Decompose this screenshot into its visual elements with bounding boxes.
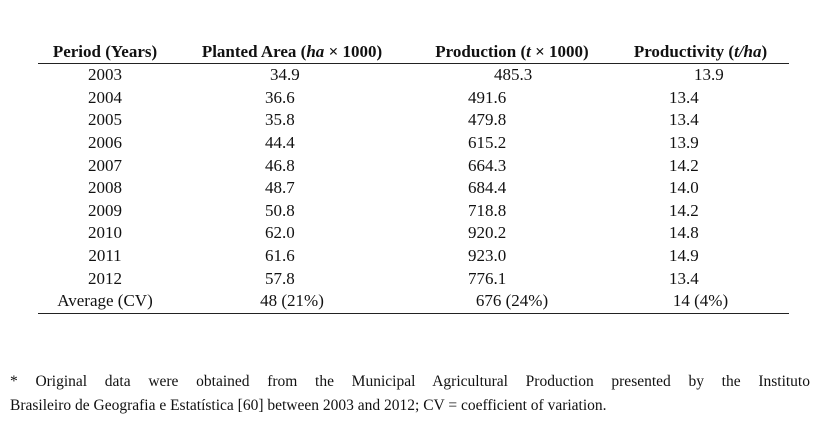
cell-year: 2005 bbox=[88, 110, 122, 130]
header-productivity-close: ) bbox=[761, 42, 768, 61]
cell-productivity: 14.9 bbox=[669, 246, 699, 266]
cell-area: 50.8 bbox=[265, 200, 295, 220]
header-productivity-slash: / bbox=[738, 42, 744, 61]
header-planted-area-scale: × 1000) bbox=[324, 42, 383, 61]
average-production: 676 (24%) bbox=[412, 289, 612, 314]
average-area: 48 (21%) bbox=[172, 289, 412, 314]
cell-year: 2003 bbox=[88, 65, 122, 85]
header-period: Period (Years) bbox=[38, 41, 172, 64]
production-table: Period (Years) Planted Area (ha × 1000) … bbox=[38, 41, 789, 314]
cell-area: 57.8 bbox=[265, 268, 295, 288]
table-header: Period (Years) Planted Area (ha × 1000) … bbox=[38, 41, 789, 64]
header-productivity-unit-t: t bbox=[734, 42, 739, 61]
cell-productivity: 13.9 bbox=[694, 65, 724, 85]
header-productivity: Productivity (t/ha) bbox=[612, 41, 789, 64]
header-production: Production (t × 1000) bbox=[412, 41, 612, 64]
table-row: 2006 44.4 615.2 13.9 bbox=[38, 132, 789, 155]
cell-area: 61.6 bbox=[265, 246, 295, 266]
cell-production: 684.4 bbox=[468, 178, 507, 198]
cell-area: 44.4 bbox=[265, 133, 295, 153]
cell-productivity: 13.4 bbox=[669, 87, 699, 107]
table-row: 2004 36.6 491.6 13.4 bbox=[38, 87, 789, 110]
cell-productivity: 14.8 bbox=[669, 223, 699, 243]
cell-production: 776.1 bbox=[468, 268, 507, 288]
header-production-text: Production ( bbox=[435, 42, 527, 61]
cell-production: 615.2 bbox=[468, 133, 507, 153]
cell-production: 664.3 bbox=[468, 155, 507, 175]
cell-area: 46.8 bbox=[265, 155, 295, 175]
cell-production: 718.8 bbox=[468, 200, 507, 220]
cell-year: 2012 bbox=[88, 268, 122, 288]
cell-area: 35.8 bbox=[265, 110, 295, 130]
cell-year: 2011 bbox=[88, 246, 122, 266]
cell-area: 48.7 bbox=[265, 178, 295, 198]
table-row: 2009 50.8 718.8 14.2 bbox=[38, 200, 789, 223]
average-productivity: 14 (4%) bbox=[612, 289, 789, 314]
cell-production: 491.6 bbox=[468, 87, 507, 107]
footnote-line-1: * Original data were obtained from the M… bbox=[10, 373, 810, 390]
cell-productivity: 14.2 bbox=[669, 155, 699, 175]
header-production-scale: × 1000) bbox=[530, 42, 589, 61]
cell-productivity: 14.0 bbox=[669, 178, 699, 198]
cell-year: 2007 bbox=[88, 155, 122, 175]
cell-year: 2004 bbox=[88, 87, 122, 107]
cell-area: 62.0 bbox=[265, 223, 295, 243]
header-planted-area-text: Planted Area ( bbox=[201, 42, 307, 61]
table-row: 2010 62.0 920.2 14.8 bbox=[38, 222, 789, 245]
cell-area: 36.6 bbox=[265, 87, 295, 107]
cell-year: 2009 bbox=[88, 200, 122, 220]
header-planted-area: Planted Area (ha × 1000) bbox=[172, 41, 412, 64]
cell-production: 479.8 bbox=[468, 110, 507, 130]
cell-year: 2008 bbox=[88, 178, 122, 198]
cell-productivity: 13.9 bbox=[669, 133, 699, 153]
table-row: 2005 35.8 479.8 13.4 bbox=[38, 109, 789, 132]
cell-production: 920.2 bbox=[468, 223, 507, 243]
cell-year: 2006 bbox=[88, 133, 122, 153]
footnote-line-2: Brasileiro de Geografia e Estatística [6… bbox=[10, 397, 607, 414]
header-productivity-unit-ha: ha bbox=[743, 42, 762, 61]
header-row: Period (Years) Planted Area (ha × 1000) … bbox=[38, 41, 789, 64]
table-body: 2003 34.9 485.3 13.9 2004 36.6 491.6 13.… bbox=[38, 64, 789, 314]
cell-production: 485.3 bbox=[494, 65, 533, 85]
table-row: 2012 57.8 776.1 13.4 bbox=[38, 267, 789, 290]
table-row: 2003 34.9 485.3 13.9 bbox=[38, 64, 789, 87]
average-label: Average (CV) bbox=[38, 289, 172, 314]
cell-area: 34.9 bbox=[270, 65, 300, 85]
header-planted-area-unit: ha bbox=[306, 42, 325, 61]
cell-productivity: 13.4 bbox=[669, 268, 699, 288]
table-row: 2007 46.8 664.3 14.2 bbox=[38, 154, 789, 177]
average-row: Average (CV) 48 (21%) 676 (24%) 14 (4%) bbox=[38, 289, 789, 314]
table-row: 2008 48.7 684.4 14.0 bbox=[38, 177, 789, 200]
table-row: 2011 61.6 923.0 14.9 bbox=[38, 245, 789, 268]
data-table-container: Period (Years) Planted Area (ha × 1000) … bbox=[38, 41, 789, 314]
cell-productivity: 14.2 bbox=[669, 200, 699, 220]
cell-year: 2010 bbox=[88, 223, 122, 243]
table-footnote: * Original data were obtained from the M… bbox=[10, 370, 810, 418]
cell-productivity: 13.4 bbox=[669, 110, 699, 130]
cell-production: 923.0 bbox=[468, 246, 507, 266]
header-productivity-text: Productivity ( bbox=[633, 42, 735, 61]
header-production-unit: t bbox=[526, 42, 531, 61]
